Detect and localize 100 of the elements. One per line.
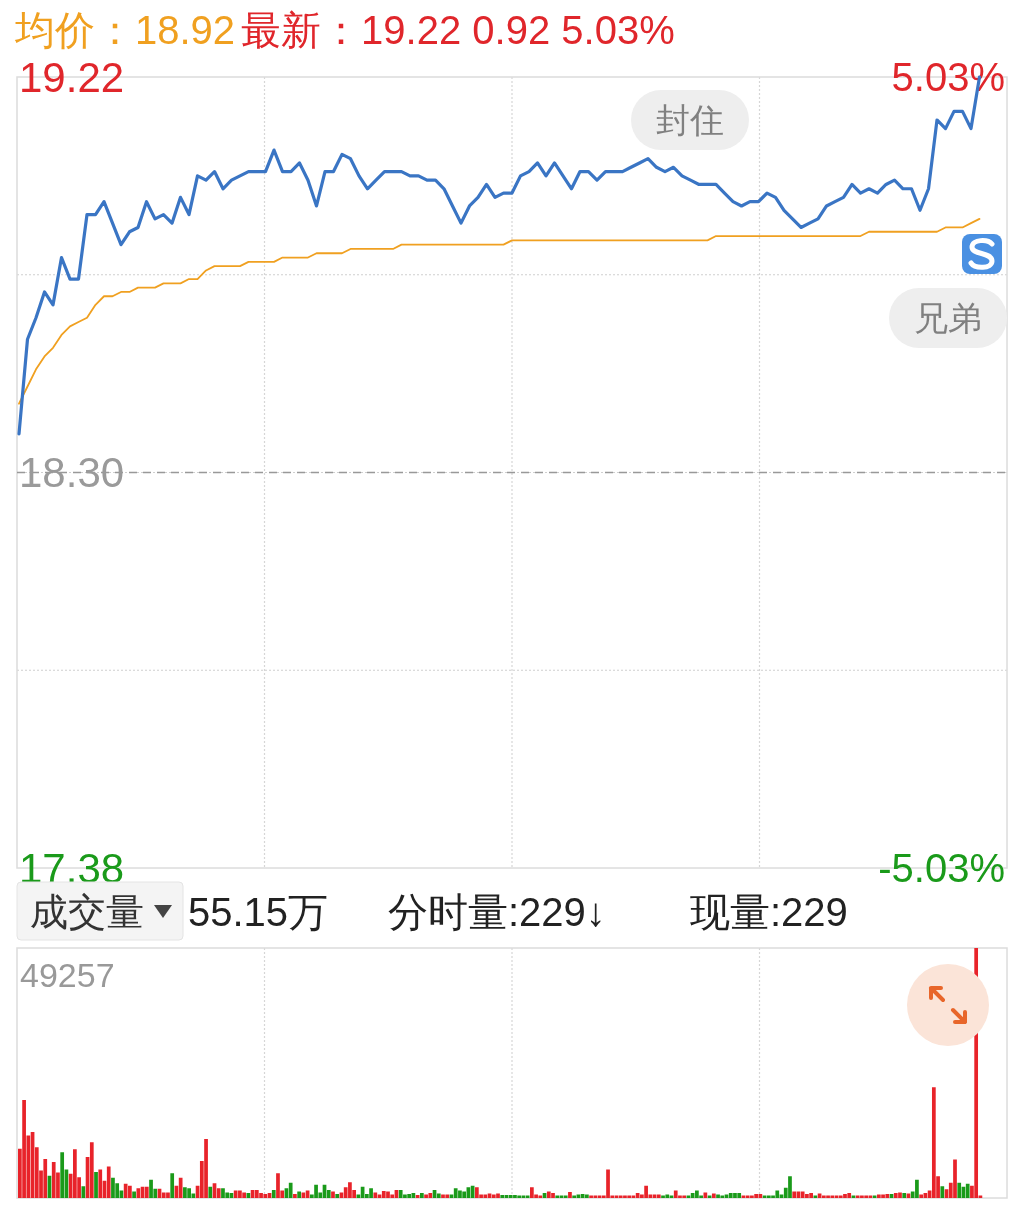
bar bbox=[656, 1194, 661, 1198]
chart-subtitle: 55.15万 bbox=[188, 890, 329, 934]
bar bbox=[238, 1190, 242, 1198]
bar bbox=[673, 1190, 678, 1198]
bar bbox=[898, 1192, 902, 1198]
bar bbox=[132, 1191, 136, 1198]
bar bbox=[474, 1187, 479, 1198]
bar bbox=[51, 1162, 56, 1198]
bar bbox=[60, 1152, 65, 1198]
bar bbox=[508, 1195, 513, 1198]
bar bbox=[161, 1192, 166, 1198]
bar bbox=[254, 1190, 259, 1198]
bar bbox=[483, 1194, 488, 1198]
bar bbox=[263, 1194, 268, 1198]
bar bbox=[635, 1193, 640, 1198]
bar bbox=[758, 1194, 763, 1198]
bar bbox=[242, 1192, 246, 1198]
bar bbox=[123, 1183, 128, 1198]
chart-title: 成交量 bbox=[30, 891, 144, 933]
bar bbox=[221, 1188, 225, 1198]
bar bbox=[606, 1169, 610, 1198]
bar bbox=[136, 1188, 141, 1198]
bar bbox=[419, 1193, 424, 1198]
bar bbox=[568, 1192, 572, 1198]
bar bbox=[166, 1192, 170, 1198]
bar bbox=[644, 1185, 648, 1198]
bar bbox=[965, 1183, 970, 1198]
text: 分时量:229↓ bbox=[388, 890, 606, 934]
bar bbox=[331, 1191, 335, 1198]
bar bbox=[187, 1188, 191, 1198]
bar bbox=[788, 1176, 792, 1198]
bar bbox=[233, 1190, 238, 1198]
bar bbox=[183, 1187, 187, 1198]
bar bbox=[885, 1194, 890, 1198]
y2-tick-label: -5.03% bbox=[878, 846, 1005, 890]
bar bbox=[335, 1194, 340, 1198]
y-tick-label: 18.30 bbox=[19, 449, 125, 496]
bar bbox=[881, 1194, 885, 1198]
bar bbox=[496, 1193, 500, 1198]
bar bbox=[805, 1194, 809, 1198]
bar bbox=[271, 1190, 276, 1198]
bar bbox=[800, 1191, 805, 1198]
bar bbox=[403, 1194, 407, 1198]
bar bbox=[348, 1182, 352, 1198]
bar bbox=[128, 1185, 132, 1198]
bar bbox=[111, 1177, 115, 1198]
bar bbox=[902, 1193, 907, 1198]
bar bbox=[276, 1173, 280, 1198]
annotation: 兄弟 bbox=[914, 299, 982, 337]
bar bbox=[314, 1184, 318, 1198]
bar bbox=[297, 1191, 301, 1198]
bar bbox=[733, 1193, 737, 1198]
bar bbox=[288, 1182, 293, 1198]
bar bbox=[386, 1191, 390, 1198]
bar bbox=[919, 1194, 924, 1198]
bar bbox=[585, 1194, 589, 1198]
bar bbox=[398, 1190, 403, 1198]
bar bbox=[373, 1192, 378, 1198]
bar bbox=[690, 1193, 695, 1198]
bar bbox=[500, 1195, 505, 1198]
bar bbox=[931, 1087, 936, 1198]
bar bbox=[847, 1193, 852, 1198]
chart-subtitle: 最新：19.22 0.92 5.03% bbox=[241, 8, 675, 52]
line-series bbox=[18, 217, 981, 405]
bar bbox=[893, 1193, 898, 1198]
bar bbox=[441, 1194, 445, 1198]
bar bbox=[43, 1159, 48, 1198]
bar bbox=[246, 1193, 251, 1198]
bar bbox=[711, 1193, 716, 1198]
bar bbox=[436, 1193, 441, 1198]
bar bbox=[369, 1188, 373, 1198]
bar bbox=[22, 1100, 26, 1198]
bar bbox=[453, 1188, 458, 1198]
bar bbox=[89, 1142, 94, 1198]
bar bbox=[149, 1179, 153, 1198]
bar bbox=[530, 1187, 534, 1198]
bar bbox=[390, 1194, 395, 1198]
bar bbox=[513, 1195, 517, 1198]
annotation: 49257 bbox=[20, 956, 115, 994]
bar bbox=[144, 1186, 149, 1198]
bar bbox=[428, 1193, 433, 1198]
bar bbox=[843, 1194, 847, 1198]
bar bbox=[259, 1193, 263, 1198]
bar bbox=[695, 1190, 699, 1198]
bar bbox=[728, 1193, 733, 1198]
y-tick-label: 19.22 bbox=[19, 53, 125, 101]
bar bbox=[792, 1191, 797, 1198]
bar bbox=[953, 1159, 957, 1198]
annotation: 封住 bbox=[656, 101, 724, 139]
bar bbox=[915, 1179, 919, 1198]
bar bbox=[876, 1194, 881, 1198]
bar bbox=[424, 1194, 428, 1198]
y2-tick-label: 5.03% bbox=[891, 55, 1005, 99]
bar bbox=[551, 1193, 555, 1198]
bar bbox=[381, 1191, 386, 1198]
bar bbox=[462, 1191, 467, 1198]
text: 现量:229 bbox=[690, 890, 848, 934]
bar bbox=[940, 1186, 945, 1198]
bar bbox=[737, 1193, 742, 1198]
bar bbox=[665, 1194, 670, 1198]
